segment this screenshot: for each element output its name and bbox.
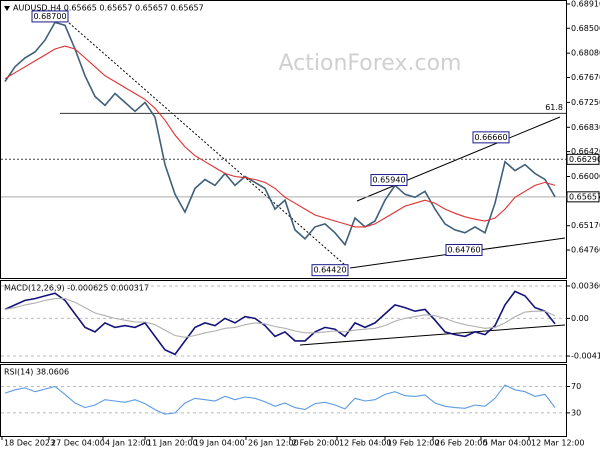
annotation: 0.66660 [472,131,510,144]
annotation-box [370,174,408,187]
x-tick-label: 5 Mar 04:00 [483,439,531,448]
annotation-box [31,10,69,23]
panel-frames [0,0,567,437]
y-tick-label: 0.003606 [571,281,600,290]
x-tick-label: 27 Dec 04:00 [51,439,105,448]
y-tick-label: 0.00 [571,314,589,323]
annotation-box [311,264,349,277]
x-tick-label: 2 Feb 20:00 [292,439,339,448]
x-tick-label: 12 Feb 04:00 [339,439,391,448]
price-tag-label: 0.65657 [569,192,600,201]
x-tick-label: 12 Mar 12:00 [531,439,584,448]
rsi-panel [0,364,567,437]
price-panel [0,0,567,279]
series-line [4,290,556,356]
series-line [4,45,556,228]
annotation: 0.64420 [311,264,349,277]
chart-title: AUDUSD,H4 0.65665 0.65657 0.65657 0.6565… [13,4,204,13]
series-line [4,298,556,338]
fib-label: 61.8 [545,103,563,112]
annotation: 0.68700 [31,10,69,23]
macd-panel [0,280,567,363]
annotation-label: 0.68700 [33,12,66,21]
x-tick-label: 26 Jan 12:00 [248,439,299,448]
x-tick-label: 4 Jan 12:00 [105,439,151,448]
rsi-title: RSI(14) 38.0606 [4,368,69,377]
y-tick-label: 0.64760 [571,246,600,255]
price-tag-label: 0.66290 [569,155,600,164]
x-tick-label: 19 Feb 12:00 [387,439,439,448]
annotation-label: 0.64760 [447,246,480,255]
x-tick-label: 19 Jan 04:00 [194,439,245,448]
watermark: ActionForex.com [279,51,462,76]
x-tick-label: 11 Jan 20:00 [147,439,198,448]
series-line [4,21,556,247]
price-tag [566,153,600,165]
annotation-label: 0.66660 [474,133,507,142]
annotation-box [472,131,510,144]
series-line [4,384,556,415]
annotation-label: 0.65940 [372,176,405,185]
title-arrow [4,6,10,11]
macd-title: MACD(12,26,9) -0.000625 0.000317 [4,284,149,293]
y-tick-label: 70 [571,382,581,391]
descending-trendline [59,14,346,266]
y-tick-label: 30 [571,408,581,417]
annotation-label: 0.64420 [313,266,346,275]
x-tick-label: 18 Dec 2023 [4,439,55,448]
annotation: 0.65940 [370,174,408,187]
x-tick-label: 26 Feb 20:00 [435,439,487,448]
macd-trendline [299,324,566,346]
y-tick-label: -0.004188 [571,352,600,361]
price-tag [566,191,600,203]
annotation: 0.64760 [445,244,483,257]
annotation-box [445,244,483,257]
